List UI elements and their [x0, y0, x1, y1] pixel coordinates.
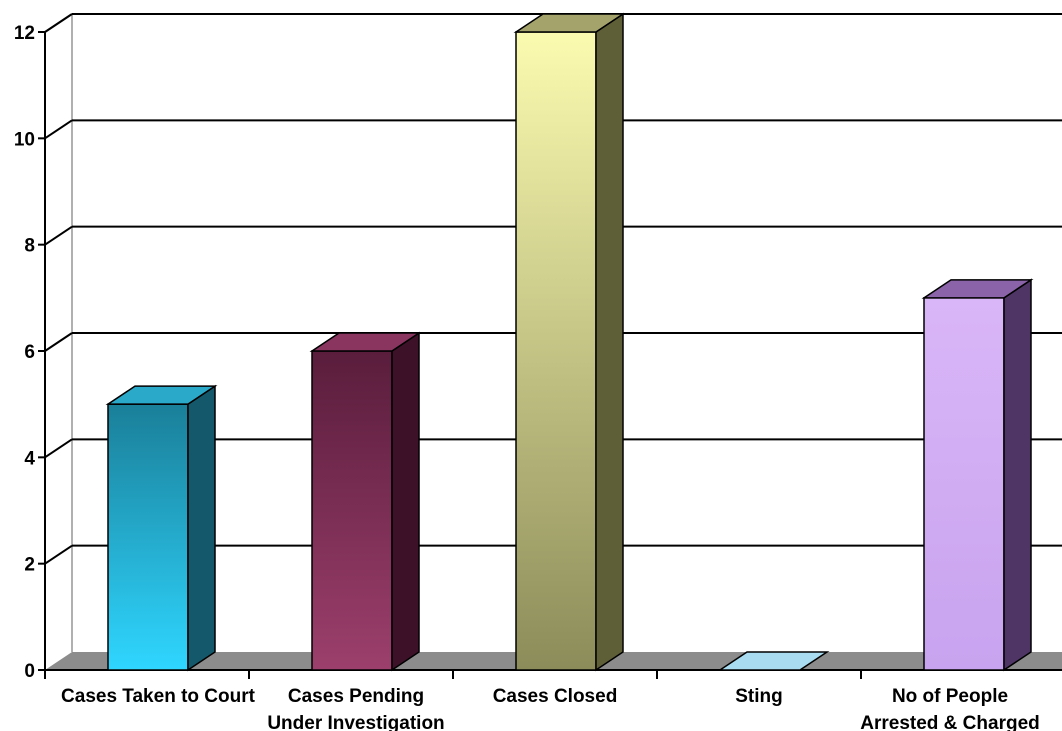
- x-category-label: Cases Closed: [493, 686, 618, 707]
- bar-front: [107, 403, 189, 671]
- x-axis: Cases Taken to Court Cases Pending Under I…: [44, 669, 1062, 731]
- bars: [105, 12, 1034, 672]
- bar: [513, 12, 626, 672]
- x-category-label: Arrested & Charged: [860, 713, 1040, 731]
- bar-side: [1003, 278, 1032, 672]
- x-category-label: Under Investigation: [267, 713, 444, 731]
- bar-side: [187, 384, 216, 672]
- y-tick-label: 0: [24, 661, 35, 682]
- bar-top: [921, 279, 1034, 299]
- bar-top: [513, 13, 626, 33]
- y-tick-label: 6: [24, 342, 35, 363]
- x-category-label: Cases Taken to Court: [61, 686, 256, 707]
- bar-front: [515, 31, 597, 671]
- gridline-side: [44, 544, 73, 565]
- x-category-label: No of People: [892, 686, 1008, 707]
- gridline-side: [44, 332, 73, 352]
- gridline-side: [44, 225, 73, 246]
- x-category-label: Sting: [735, 686, 783, 707]
- bar: [105, 384, 218, 672]
- bar-front: [311, 350, 393, 671]
- gridline-side: [44, 119, 73, 140]
- y-tick-label: 2: [24, 555, 35, 576]
- bar: [309, 331, 422, 672]
- y-axis: 0 2 4 6 8 10 12: [14, 23, 46, 682]
- bar-front: [923, 297, 1005, 671]
- bar: [921, 278, 1034, 672]
- x-category-label: Cases Pending: [288, 686, 424, 707]
- y-tick-label: 8: [24, 236, 35, 257]
- bar-top: [309, 332, 422, 352]
- y-tick-label: 12: [14, 23, 35, 44]
- bar-side: [595, 12, 624, 672]
- bar-top: [717, 651, 830, 671]
- y-tick-label: 10: [14, 129, 35, 150]
- gridline-side: [44, 13, 73, 33]
- bar: [717, 651, 830, 671]
- bar-top: [105, 385, 218, 405]
- bar-side: [391, 331, 420, 672]
- gridline-side: [44, 438, 73, 459]
- y-tick-label: 4: [24, 448, 35, 469]
